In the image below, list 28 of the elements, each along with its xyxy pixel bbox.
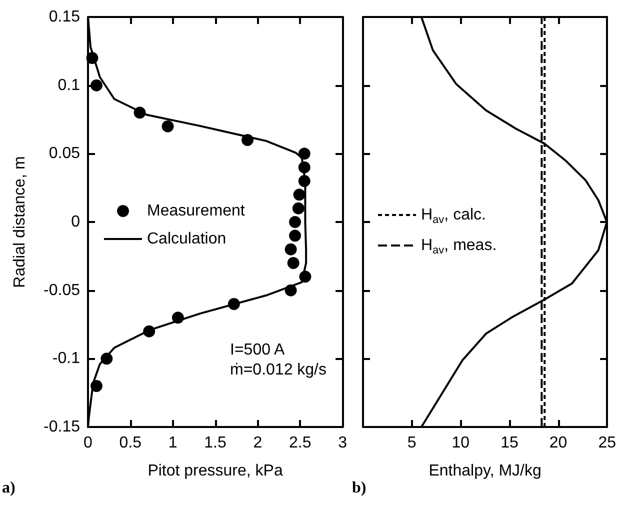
x-tick-label: 1 bbox=[168, 434, 178, 452]
x-tick-label: 0.5 bbox=[119, 434, 142, 452]
x-tick-label: 25 bbox=[598, 434, 616, 452]
y-tick-label: 0.05 bbox=[48, 145, 80, 162]
y-tick-label: -0.1 bbox=[52, 350, 80, 368]
x-tick-label: 1.5 bbox=[204, 434, 226, 452]
text: b) bbox=[352, 480, 366, 496]
y-tick-label: -0.05 bbox=[44, 282, 80, 299]
x-tick-label: 2 bbox=[253, 434, 262, 452]
x-tick-label: 3 bbox=[338, 434, 348, 452]
y-tick-label: -0.15 bbox=[44, 418, 80, 436]
x-tick-label: 20 bbox=[549, 434, 568, 452]
legend-label: Calculation bbox=[147, 230, 226, 248]
text: a) bbox=[2, 480, 16, 496]
x-tick-label: 0 bbox=[84, 434, 93, 452]
x-tick-label: 2.5 bbox=[289, 434, 312, 452]
annotation: I=500 A bbox=[230, 342, 286, 358]
annotation: ṁ=0.012 kg/s bbox=[230, 362, 326, 378]
x-axis-title: Pitot pressure, kPa bbox=[148, 462, 283, 480]
y-tick-label: 0 bbox=[71, 214, 80, 230]
y-tick-label: 0.1 bbox=[58, 76, 80, 94]
legend-label: Measurement bbox=[147, 202, 246, 220]
x-tick-label: 5 bbox=[407, 434, 416, 452]
x-tick-label: 10 bbox=[452, 434, 470, 452]
x-tick-label: 15 bbox=[500, 434, 518, 452]
y-axis-title: Radial distance, m bbox=[12, 156, 28, 288]
x-axis-title: Enthalpy, MJ/kg bbox=[428, 462, 542, 480]
y-tick-label: 0.15 bbox=[48, 8, 80, 26]
